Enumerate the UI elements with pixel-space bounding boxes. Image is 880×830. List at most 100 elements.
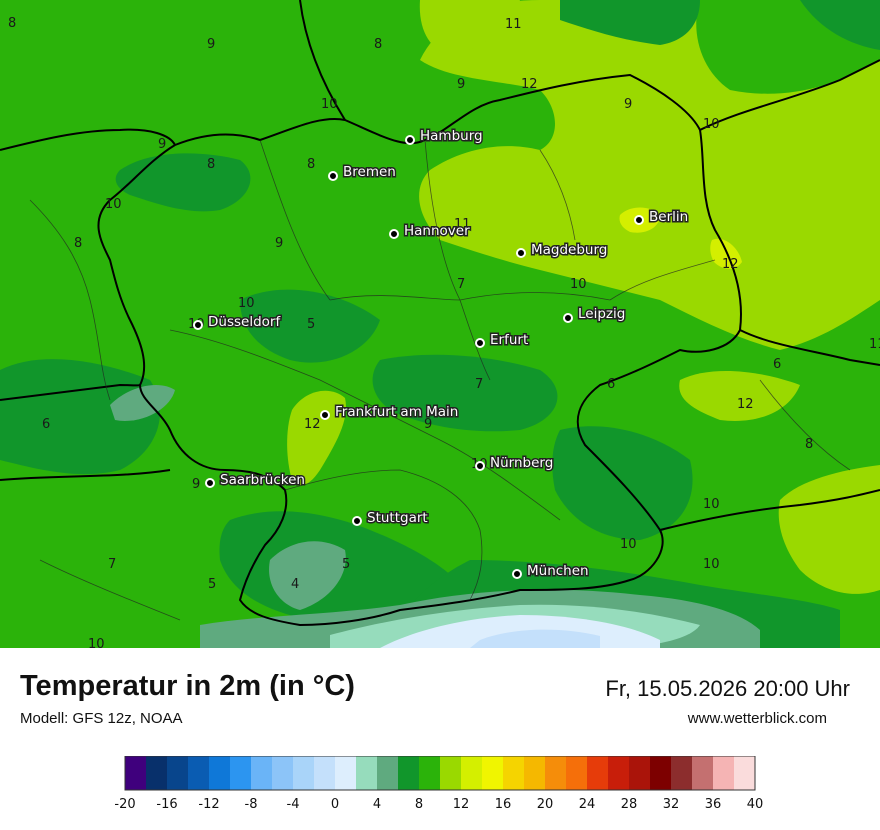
legend-swatch <box>293 756 315 790</box>
isoline-label: 7 <box>108 557 116 572</box>
city-dot <box>405 135 415 145</box>
legend-tick-label: 12 <box>453 797 470 812</box>
legend-swatch <box>188 756 210 790</box>
legend-swatch <box>524 756 546 790</box>
city-saarbruecken: Saarbrücken <box>205 471 306 490</box>
isoline-label: 11 <box>505 17 522 32</box>
city-label: Magdeburg <box>531 242 607 258</box>
legend-tick-label: -20 <box>114 797 135 812</box>
isoline-label: 12 <box>521 77 538 92</box>
legend-swatch <box>629 756 651 790</box>
city-frankfurt: Frankfurt am Main <box>320 403 460 422</box>
border-czech <box>659 489 880 531</box>
legend-swatch <box>335 756 357 790</box>
warm-area-southeast <box>778 465 880 594</box>
state-border <box>759 379 851 471</box>
legend-tick-label: 20 <box>537 797 554 812</box>
city-dot <box>634 215 644 225</box>
legend-tick-label: 0 <box>331 797 339 812</box>
city-hannover: Hannover <box>389 222 472 241</box>
legend-swatch <box>461 756 483 790</box>
isoline-label: 9 <box>275 236 283 251</box>
cool-area-belgium <box>0 359 160 475</box>
website-link[interactable]: www.wetterblick.com <box>687 710 827 727</box>
city-stuttgart: Stuttgart <box>352 509 429 528</box>
city-label: Nürnberg <box>490 455 553 471</box>
state-border <box>39 559 181 621</box>
isoline-label: 9 <box>192 477 200 492</box>
isoline-label: 11 <box>454 217 471 232</box>
isoline-label: 8 <box>374 37 382 52</box>
isoline-label: 5 <box>208 577 216 592</box>
city-label: Hamburg <box>420 128 483 144</box>
city-dot <box>512 569 522 579</box>
isoline-label: 10 <box>703 557 720 572</box>
isoline-label: 5 <box>342 557 350 572</box>
city-label: Stuttgart <box>367 510 428 526</box>
city-muenchen: München <box>512 562 590 581</box>
state-border <box>169 329 441 441</box>
legend-tick-label: -16 <box>156 797 177 812</box>
border-baltic <box>699 59 880 131</box>
isoline-label: 8 <box>74 236 82 251</box>
border-benelux <box>0 383 141 401</box>
city-dot <box>205 478 215 488</box>
temperature-map: 8 9 8 9 11 10 12 9 10 9 8 8 10 8 11 9 7 … <box>0 0 880 648</box>
legend-ticks: -20 -16 -12 -8 -4 0 4 8 12 16 20 24 28 32 36 40 <box>114 797 763 812</box>
border-poland <box>739 329 880 366</box>
state-border <box>259 139 331 301</box>
freezing-area-alps-peak <box>470 629 600 648</box>
state-border <box>329 292 611 301</box>
city-dot <box>475 338 485 348</box>
legend-swatch <box>713 756 735 790</box>
city-hamburg: Hamburg <box>405 127 484 146</box>
legend-swatch <box>251 756 273 790</box>
legend-tick-label: 36 <box>705 797 722 812</box>
legend-swatch <box>671 756 693 790</box>
isoline-label: 9 <box>457 77 465 92</box>
isoline-label: 8 <box>8 16 16 31</box>
isoline-label: 6 <box>42 417 50 432</box>
isoline-label: 9 <box>424 417 432 432</box>
color-legend: -20 -16 -12 -8 -4 0 4 8 12 16 20 24 28 32 36 40 <box>114 756 763 812</box>
legend-swatch <box>272 756 294 790</box>
state-border <box>439 439 561 521</box>
isoline-label: 10 <box>238 296 255 311</box>
state-border <box>284 469 483 601</box>
legend-tick-label: 4 <box>373 797 381 812</box>
legend-swatch <box>440 756 462 790</box>
city-label: Leipzig <box>578 306 625 322</box>
state-border <box>424 139 491 381</box>
isoline-label: 8 <box>307 157 315 172</box>
isoline-label: 6 <box>607 377 615 392</box>
cold-area-eifel <box>110 385 175 421</box>
isoline-label: 12 <box>737 397 754 412</box>
legend-swatches <box>124 756 756 791</box>
legend-swatch <box>167 756 189 790</box>
city-label: München <box>527 563 589 579</box>
city-dot <box>352 516 362 526</box>
isoline-label: 12 <box>722 257 739 272</box>
legend-tick-label: 32 <box>663 797 680 812</box>
city-label: Düsseldorf <box>208 314 281 330</box>
city-bremen: Bremen <box>328 163 397 182</box>
legend-swatch <box>377 756 399 790</box>
national-borders <box>0 0 880 627</box>
isoline-label: 8 <box>207 157 215 172</box>
isoline-label: 6 <box>773 357 781 372</box>
legend-tick-label: 16 <box>495 797 512 812</box>
legend-swatch <box>419 756 441 790</box>
legend-swatch <box>503 756 525 790</box>
city-dot <box>563 313 573 323</box>
legend-tick-label: 28 <box>621 797 638 812</box>
forecast-datetime: Fr, 15.05.2026 20:00 Uhr <box>605 676 850 701</box>
city-dot <box>193 320 203 330</box>
isoline-label: 8 <box>805 437 813 452</box>
border-denmark <box>299 0 346 121</box>
city-label: Saarbrücken <box>220 472 305 488</box>
state-border <box>609 259 716 301</box>
isoline-label: 10 <box>703 497 720 512</box>
city-dot <box>475 461 485 471</box>
city-dot <box>328 171 338 181</box>
isoline-label: 10 <box>321 97 338 112</box>
